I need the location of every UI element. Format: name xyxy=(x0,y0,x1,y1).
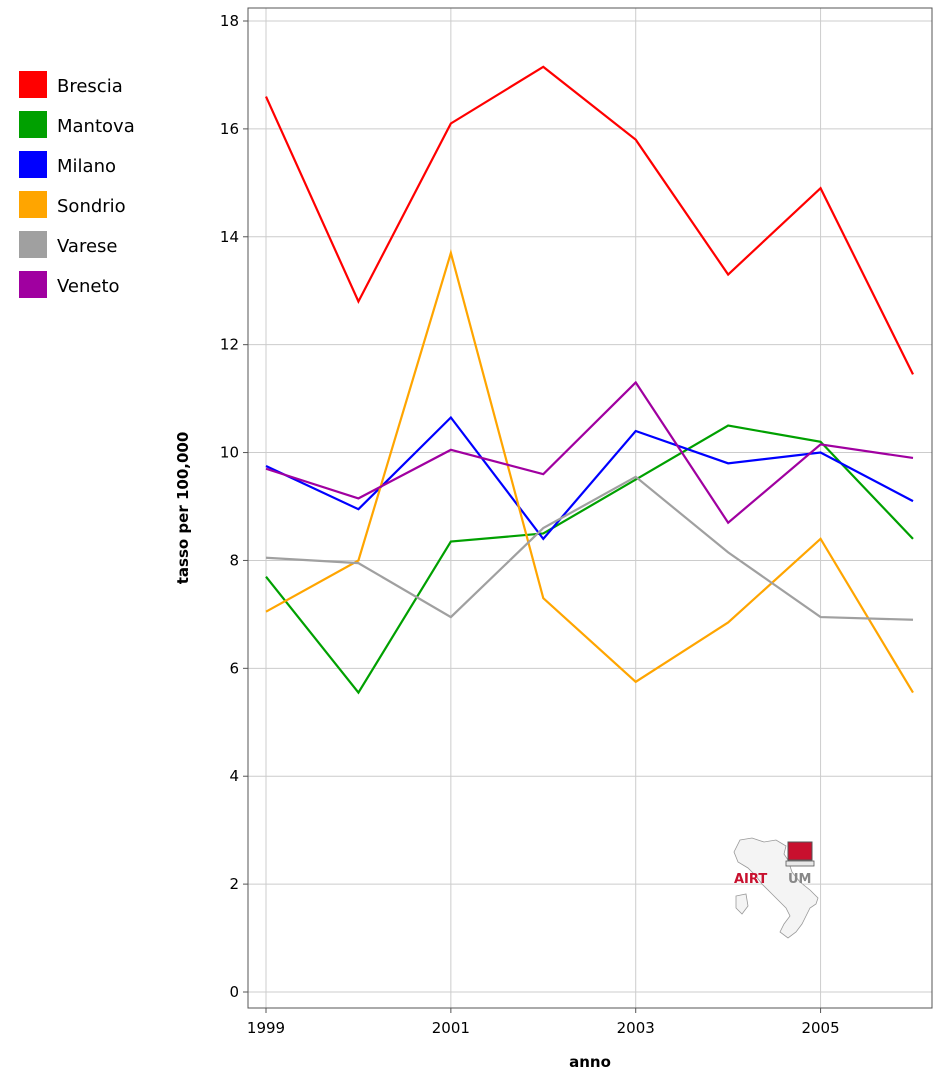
legend-swatch-brescia xyxy=(19,71,47,98)
legend-label-brescia: Brescia xyxy=(57,76,123,97)
x-tick-label: 2003 xyxy=(617,1019,655,1037)
legend-label-veneto: Veneto xyxy=(57,276,120,297)
y-tick-label: 4 xyxy=(229,767,239,785)
y-tick-label: 0 xyxy=(229,983,239,1001)
x-axis: 1999 2001 2003 2005 xyxy=(247,1008,840,1037)
x-tick-label: 2001 xyxy=(432,1019,470,1037)
series-line-brescia xyxy=(264,65,914,375)
y-tick-label: 2 xyxy=(229,875,239,893)
legend-swatch-milano xyxy=(19,151,47,178)
y-tick-label: 6 xyxy=(229,659,239,677)
series-line-mantova xyxy=(265,424,914,695)
plot-area xyxy=(247,7,933,1009)
legend-swatch-veneto xyxy=(19,271,47,298)
series-line-varese xyxy=(265,475,914,621)
keyboard-icon xyxy=(785,860,815,867)
x-tick-label: 2005 xyxy=(801,1019,839,1037)
series-line-veneto xyxy=(265,380,914,525)
y-tick-label: 18 xyxy=(220,12,239,30)
island-icon xyxy=(735,893,749,915)
x-axis-title: anno xyxy=(569,1053,611,1071)
x-tick-label: 1999 xyxy=(247,1019,285,1037)
grid-lines xyxy=(248,8,932,1008)
y-tick-label: 10 xyxy=(220,444,239,462)
y-tick-label: 12 xyxy=(220,336,239,354)
y-axis-title: tasso per 100,000 xyxy=(174,432,192,585)
y-tick-label: 14 xyxy=(220,228,239,246)
series-line-milano xyxy=(265,415,914,541)
logo-text-left: AIRT xyxy=(734,872,767,887)
series-line-sondrio xyxy=(265,248,914,694)
legend-label-mantova: Mantova xyxy=(57,116,135,137)
legend-label-varese: Varese xyxy=(57,236,117,257)
legend-swatch-varese xyxy=(19,231,47,258)
legend: Brescia Mantova Milano Sondrio Varese Veneto xyxy=(19,71,135,298)
computer-icon xyxy=(787,841,813,861)
legend-swatch-sondrio xyxy=(19,191,47,218)
italy-map-icon xyxy=(733,837,819,939)
logo-text-right: UM xyxy=(788,872,812,887)
legend-label-milano: Milano xyxy=(57,156,116,177)
legend-swatch-mantova xyxy=(19,111,47,138)
y-axis: 0 2 4 6 8 10 12 14 16 18 xyxy=(220,12,248,1001)
airtum-logo: AIRT UM xyxy=(733,837,819,939)
y-tick-label: 8 xyxy=(229,551,239,569)
y-tick-label: 16 xyxy=(220,120,239,138)
series-lines xyxy=(264,65,914,695)
legend-label-sondrio: Sondrio xyxy=(57,196,126,217)
